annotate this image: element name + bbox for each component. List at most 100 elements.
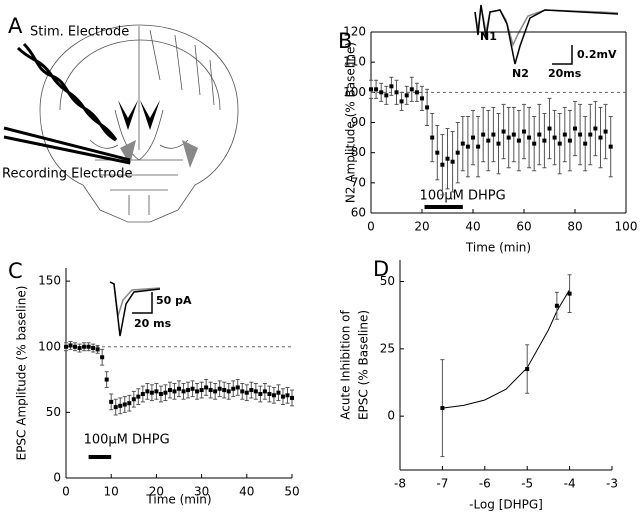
point <box>262 389 267 394</box>
point <box>64 344 68 349</box>
point <box>562 132 567 137</box>
point <box>501 129 506 134</box>
y-tick-label: 90 <box>351 115 366 129</box>
point <box>557 141 562 146</box>
y-axis-label: EPSC (% Baseline) <box>357 310 371 420</box>
point <box>167 388 172 393</box>
point <box>511 132 516 137</box>
y-tick-label: 0 <box>387 409 395 423</box>
point <box>235 385 240 390</box>
point <box>253 389 258 394</box>
panel-label: A <box>8 14 23 38</box>
point <box>195 389 200 394</box>
drug-bar <box>88 455 112 459</box>
fit-curve <box>442 289 571 409</box>
point <box>158 392 163 396</box>
point <box>140 392 145 396</box>
point <box>460 141 465 146</box>
point <box>573 126 577 131</box>
point <box>91 346 96 351</box>
point <box>420 96 424 101</box>
y-axis-label: Acute Inhibition of <box>339 309 353 419</box>
point <box>186 388 191 393</box>
point <box>384 93 389 98</box>
point <box>68 343 73 348</box>
x-axis-label: -Log [DHPG] <box>469 498 543 512</box>
point <box>82 344 87 349</box>
point <box>127 401 132 406</box>
point <box>465 144 470 149</box>
y-tick-label: 0 <box>53 471 61 485</box>
point <box>496 141 501 146</box>
x-tick-label: 80 <box>567 220 582 234</box>
point <box>240 389 245 394</box>
point <box>374 87 379 92</box>
x-tick-label: -5 <box>521 477 533 491</box>
point <box>527 135 532 140</box>
point <box>567 291 572 296</box>
point <box>231 386 236 391</box>
ventricles <box>118 100 160 130</box>
y-tick-label: 25 <box>380 341 395 355</box>
x-axis-label: Time (min) <box>465 241 531 255</box>
drug-label: 100µM DHPG <box>84 433 170 448</box>
point <box>516 138 521 143</box>
point <box>95 347 100 352</box>
x-tick-label: 20 <box>414 220 429 234</box>
point <box>537 132 542 137</box>
x-tick-label: 50 <box>284 485 299 499</box>
y-tick-label: 100 <box>343 85 366 99</box>
point <box>177 386 181 391</box>
point <box>476 144 481 149</box>
point <box>471 135 475 140</box>
point <box>172 389 177 394</box>
point <box>552 135 557 140</box>
point <box>290 395 294 400</box>
point <box>181 389 186 394</box>
x-tick-label: 40 <box>465 220 480 234</box>
inset-label: 0.2mV <box>577 48 617 61</box>
x-tick-label: 10 <box>104 485 119 499</box>
point <box>603 129 608 134</box>
drug-bar <box>424 205 463 209</box>
panel-a-diagram <box>39 24 239 223</box>
point <box>267 392 272 396</box>
inset-label: 20 ms <box>134 317 172 330</box>
point <box>271 393 276 398</box>
point <box>440 406 445 411</box>
y-tick-label: 120 <box>343 25 366 39</box>
point <box>389 84 394 89</box>
point <box>369 87 373 92</box>
panel-label: C <box>8 259 23 283</box>
x-tick-label: -3 <box>606 477 618 491</box>
recording-label: Recording Electrode <box>2 167 132 182</box>
point <box>399 99 404 104</box>
point <box>122 402 127 407</box>
x-tick-label: 30 <box>194 485 209 499</box>
y-tick-label: 50 <box>380 274 395 288</box>
point <box>190 386 195 391</box>
point <box>109 399 114 404</box>
point <box>506 135 511 140</box>
point <box>145 389 150 394</box>
point <box>567 138 572 143</box>
point <box>486 138 491 143</box>
panel-label: D <box>373 257 389 281</box>
y-tick-label: 50 <box>46 405 61 419</box>
point <box>588 132 593 137</box>
point <box>583 141 588 146</box>
point <box>404 93 409 98</box>
y-tick-label: 100 <box>38 339 61 353</box>
point <box>213 389 218 394</box>
point <box>276 390 281 395</box>
point <box>414 90 419 95</box>
point <box>86 344 91 349</box>
x-tick-label: -7 <box>436 477 448 491</box>
x-tick-label: -8 <box>394 477 406 491</box>
y-tick-label: 70 <box>351 175 366 189</box>
drug-label: 100µM DHPG <box>420 189 506 204</box>
y-tick-label: 60 <box>351 206 366 220</box>
x-tick-label: 0 <box>367 220 375 234</box>
point <box>455 150 460 155</box>
